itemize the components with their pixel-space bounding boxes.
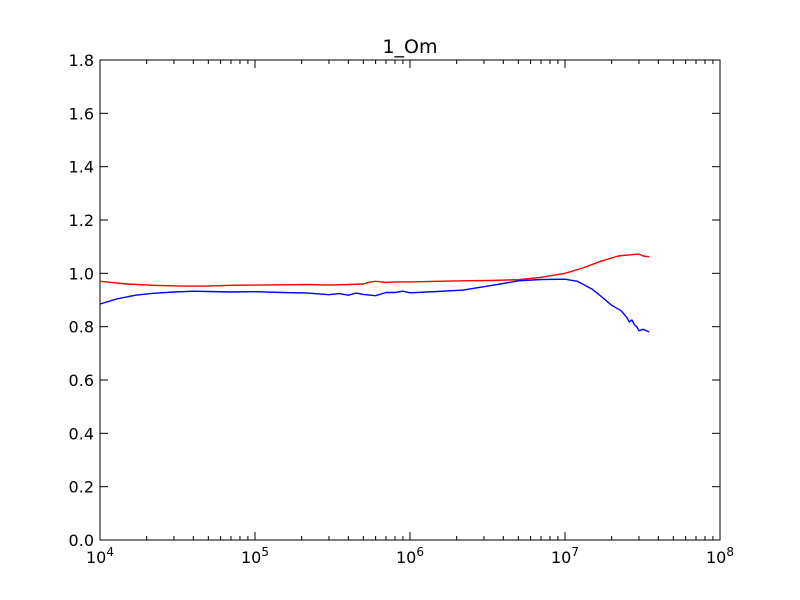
x-tick-label: 108	[706, 545, 734, 567]
chart-title: 1_Om	[382, 36, 437, 58]
y-tick-label: 1.4	[69, 158, 94, 177]
y-tick-label: 1.8	[69, 51, 94, 70]
x-tick-label: 106	[396, 545, 424, 567]
axis-ticks: 0.0 0.2 0.4 0.6 0.8 1.0 1.2 1.4 1.6 1.8 104 105 106 1…	[69, 51, 734, 567]
series-line-2	[99, 278, 650, 333]
x-tick-label: 107	[551, 545, 579, 567]
series-layer	[99, 253, 650, 333]
y-tick-label: 0.0	[69, 531, 94, 550]
plot-area-frame	[99, 59, 721, 541]
y-tick-label: 0.6	[69, 371, 94, 390]
y-tick-label: 0.4	[69, 424, 94, 443]
series-line-1	[99, 253, 650, 287]
x-tick-label: 104	[86, 545, 114, 567]
y-tick-label: 1.0	[69, 264, 94, 283]
y-tick-label: 0.8	[69, 318, 94, 337]
x-tick-label: 105	[241, 545, 269, 567]
y-tick-label: 1.6	[69, 104, 94, 123]
y-tick-label: 1.2	[69, 211, 94, 230]
y-tick-label: 0.2	[69, 478, 94, 497]
